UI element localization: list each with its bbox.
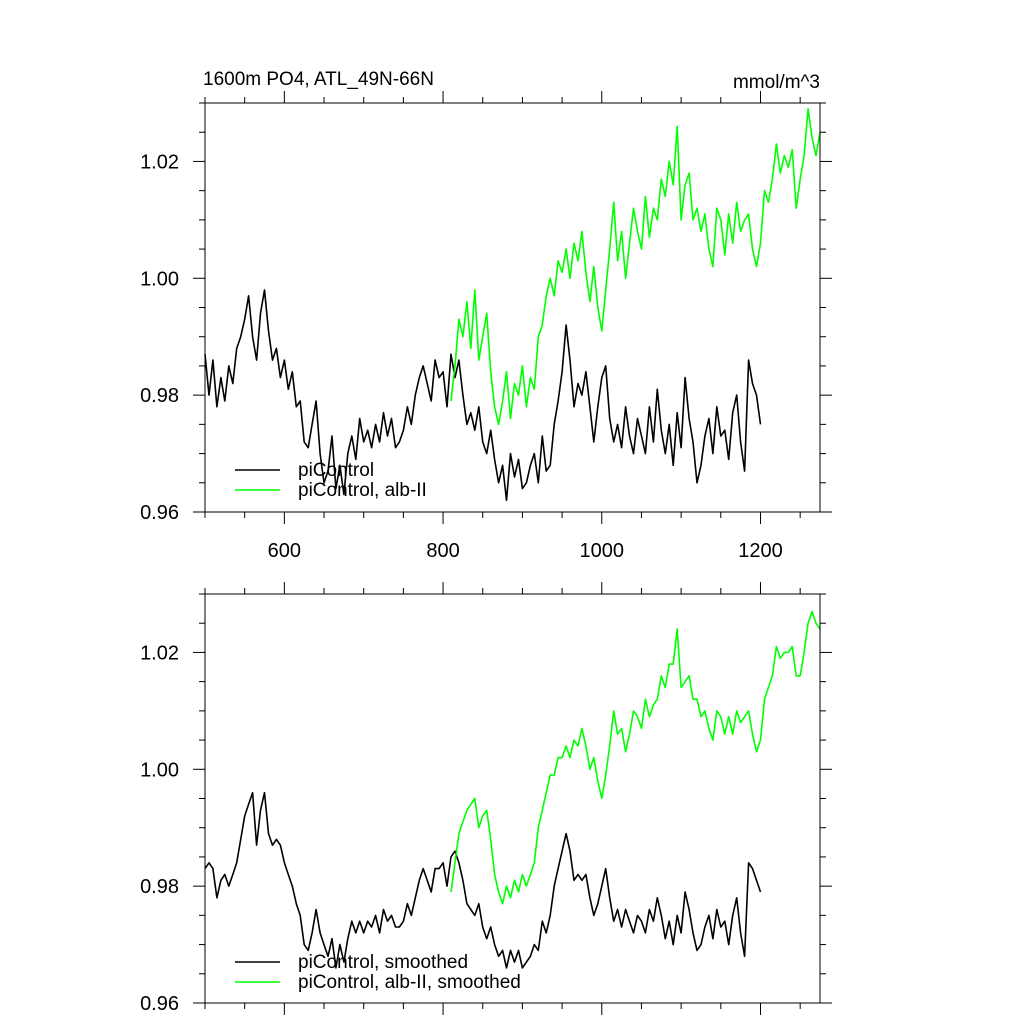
legend-entry: piControl, smoothed [298, 952, 468, 973]
series-line-alb-ii [450, 610, 821, 905]
bottom-panel: 0.96 0.98 1.00 1.02 piControl, smoothedpiCon… [140, 582, 832, 1015]
series-line-picontrol [204, 289, 762, 502]
y-tick-label: 1.02 [140, 642, 179, 664]
x-tick-label: 800 [426, 540, 459, 562]
series-line-alb-ii [450, 108, 821, 426]
legend-entry: piControl [298, 460, 374, 481]
units-label: mmol/m^3 [733, 72, 820, 93]
chart-title: 1600m PO4, ATL_49N-66N [203, 69, 434, 90]
legend-entry: piControl, alb-II [298, 480, 427, 501]
top-panel: 600 800 1000 1200 0.96 0.98 1.00 1.02 piControlp… [140, 91, 832, 562]
y-tick-label: 0.96 [140, 993, 179, 1015]
y-tick-label: 1.02 [140, 151, 179, 173]
legend-entry: piControl, alb-II, smoothed [298, 972, 521, 993]
series-line-picontrol [204, 791, 762, 969]
x-tick-label: 1200 [738, 540, 783, 562]
y-tick-label: 0.96 [140, 502, 179, 524]
y-tick-label: 1.00 [140, 759, 179, 781]
y-tick-label: 1.00 [140, 268, 179, 290]
x-tick-label: 600 [268, 540, 301, 562]
x-tick-label: 1000 [580, 540, 625, 562]
y-tick-label: 0.98 [140, 385, 179, 407]
y-tick-label: 0.98 [140, 876, 179, 898]
